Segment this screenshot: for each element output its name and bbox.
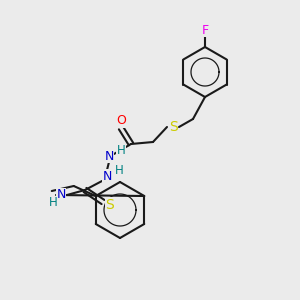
Text: H: H xyxy=(49,196,57,209)
Text: F: F xyxy=(201,23,208,37)
Text: N: N xyxy=(102,169,112,182)
Text: S: S xyxy=(169,120,177,134)
Text: H: H xyxy=(117,143,125,157)
Text: H: H xyxy=(115,164,123,178)
Text: N: N xyxy=(104,149,114,163)
Text: N: N xyxy=(56,188,66,202)
Text: O: O xyxy=(116,115,126,128)
Text: S: S xyxy=(106,198,114,212)
